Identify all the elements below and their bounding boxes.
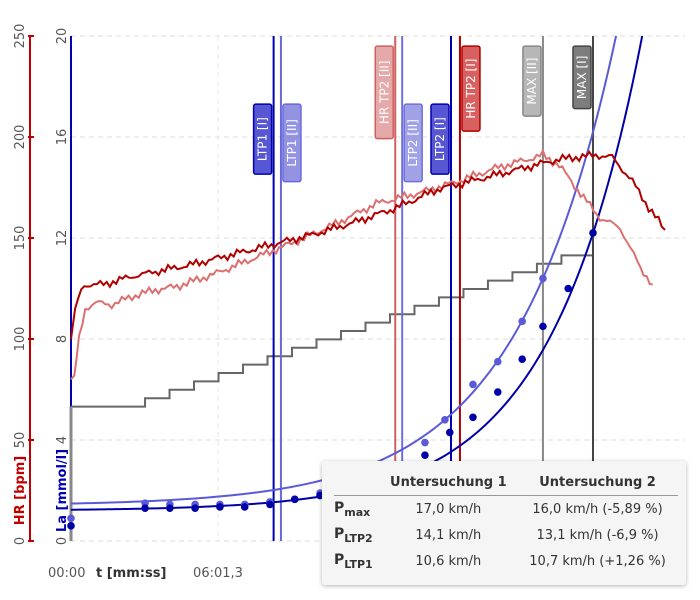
la-point-1 <box>564 284 572 293</box>
la-tick-label: 12 <box>55 230 70 247</box>
row-label: PLTP1 <box>334 548 380 574</box>
cell: 16,0 km/h (-5,89 %) <box>532 502 663 517</box>
la-point-1 <box>539 322 547 331</box>
table-row: Pmax 17,0 km/h 16,0 km/h (-5,89 %) <box>334 496 678 523</box>
la-tick-label: 0 <box>55 537 70 545</box>
row-label-sub: max <box>344 506 371 519</box>
la-point-1 <box>290 495 299 504</box>
la-point-2 <box>518 317 526 326</box>
marker-label-box <box>403 103 423 183</box>
la-tick-label: 4 <box>55 436 70 444</box>
table-header-row: Untersuchung 1 Untersuchung 2 <box>334 471 678 496</box>
la-point-1 <box>166 504 174 512</box>
marker-label: HR TP2 [I] <box>461 45 481 132</box>
marker-label-text: LTP1 [I] <box>256 117 270 161</box>
marker-label: LTP1 [II] <box>282 103 302 183</box>
la-point-1 <box>316 491 324 500</box>
marker-label-box <box>430 103 450 175</box>
marker-label-box <box>461 45 481 132</box>
la-point-1 <box>240 503 249 511</box>
hr-tick-label: 50 <box>13 432 28 449</box>
marker-label-text: LTP1 [II] <box>285 119 299 167</box>
table-header <box>334 471 380 496</box>
marker-label-text: MAX [I] <box>575 56 589 100</box>
marker-label-text: LTP2 [II] <box>406 119 420 167</box>
x-tick-label: 06:01,3 <box>193 566 243 581</box>
la-point-1 <box>469 413 477 422</box>
la-point-1 <box>216 503 224 511</box>
hr-tick-label: 250 <box>13 24 28 49</box>
marker-label-text: HR TP2 [II] <box>377 61 391 125</box>
la-point-1 <box>493 388 502 396</box>
cell: 10,6 km/h <box>415 554 482 569</box>
la-axis-label: La [mmol/l] <box>55 449 70 532</box>
row-label: Pmax <box>334 496 380 523</box>
la-tick-label: 20 <box>55 28 70 45</box>
marker-label: MAX [I] <box>572 45 592 110</box>
table-row: PLTP1 10,6 km/h 10,7 km/h (+1,26 %) <box>334 548 678 574</box>
marker-label: HR TP2 [II] <box>374 45 395 140</box>
la-point-2 <box>441 416 449 424</box>
cell: 13,1 km/h (-6,9 %) <box>536 528 659 543</box>
la-point-2 <box>539 274 547 283</box>
speed-step-line <box>71 254 593 408</box>
cell: 10,7 km/h (+1,26 %) <box>529 554 666 569</box>
marker-label-text: MAX [II] <box>525 58 539 105</box>
la-point-2 <box>67 514 75 523</box>
marker-label: MAX [II] <box>522 45 542 117</box>
la-point-1 <box>421 451 429 459</box>
hr-line-1 <box>70 150 666 340</box>
marker-label: LTP1 [I] <box>252 103 273 175</box>
la-tick-label: 8 <box>55 335 70 343</box>
marker-label-box <box>282 103 302 183</box>
marker-label: LTP2 [II] <box>403 103 423 183</box>
hr-line-2 <box>70 148 653 381</box>
la-point-1 <box>191 504 199 512</box>
marker-label-box <box>252 103 273 175</box>
row-label-sub: LTP1 <box>344 558 373 571</box>
table-header: Untersuchung 2 <box>517 471 678 496</box>
hr-tick-label: 200 <box>13 125 28 150</box>
la-point-1 <box>518 355 526 364</box>
hr-tick-label: 150 <box>13 226 28 251</box>
la-point-1 <box>266 500 274 509</box>
la-point-1 <box>445 428 454 437</box>
row-label: PLTP2 <box>334 522 380 548</box>
marker-label-box <box>572 45 592 110</box>
row-label-main: P <box>334 526 345 542</box>
marker-label-text: HR TP2 [I] <box>464 59 478 119</box>
table-row: PLTP2 14,1 km/h 13,1 km/h (-6,9 %) <box>334 522 678 548</box>
marker-label-box <box>374 45 395 140</box>
hr-axis-label: HR [bpm] <box>13 456 28 525</box>
row-label-main: P <box>334 500 345 516</box>
row-label-main: P <box>334 552 345 568</box>
marker-label-text: LTP2 [I] <box>433 117 447 161</box>
row-label-sub: LTP2 <box>344 532 373 545</box>
la-tick-label: 16 <box>55 129 70 146</box>
hr-tick-label: 100 <box>13 327 28 352</box>
x-tick-label: 00:00 <box>48 566 85 581</box>
la-point-2 <box>493 357 502 366</box>
marker-label-box <box>522 45 542 117</box>
la-point-2 <box>421 438 429 447</box>
marker-label: LTP2 [I] <box>430 103 450 175</box>
la-point-1 <box>141 504 149 512</box>
table-header: Untersuchung 1 <box>379 471 518 496</box>
la-point-1 <box>589 229 597 237</box>
hr-tick-label: 0 <box>13 537 28 545</box>
cell: 14,1 km/h <box>415 528 482 543</box>
cell: 17,0 km/h <box>415 502 482 517</box>
la-point-2 <box>469 380 477 389</box>
x-axis-label: t [mm:ss] <box>96 566 166 581</box>
comparison-table: Untersuchung 1 Untersuchung 2 Pmax 17,0 … <box>322 461 686 585</box>
la-point-1 <box>67 522 75 530</box>
